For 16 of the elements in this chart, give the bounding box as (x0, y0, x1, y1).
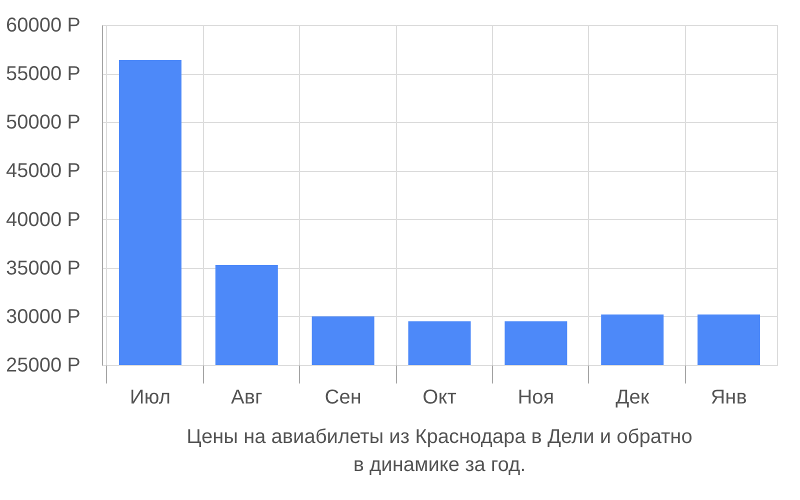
x-tick-label: Ноя (518, 386, 554, 408)
y-tick-label: 45000 Р (6, 160, 80, 182)
y-tick-label: 35000 Р (6, 257, 80, 280)
y-tick-label: 60000 Р (6, 14, 80, 36)
y-tick-label: 30000 Р (6, 306, 80, 328)
x-tick-label: Дек (616, 386, 650, 408)
x-tick-label: Янв (710, 386, 747, 408)
y-tick-label: 50000 Р (6, 112, 80, 134)
x-tick-label: Окт (422, 386, 456, 408)
x-tick-label: Сен (324, 386, 362, 408)
text: Цены на авиабилеты из Краснодара в Дели и обратно в динамике за год. (186, 426, 692, 476)
x-tick-label: Июл (130, 386, 171, 408)
y-tick-label: 40000 Р (6, 208, 80, 231)
y-tick-label: 25000 Р (6, 354, 80, 376)
x-tick-label: Авг (231, 386, 262, 408)
y-tick-label: 55000 Р (6, 63, 80, 86)
